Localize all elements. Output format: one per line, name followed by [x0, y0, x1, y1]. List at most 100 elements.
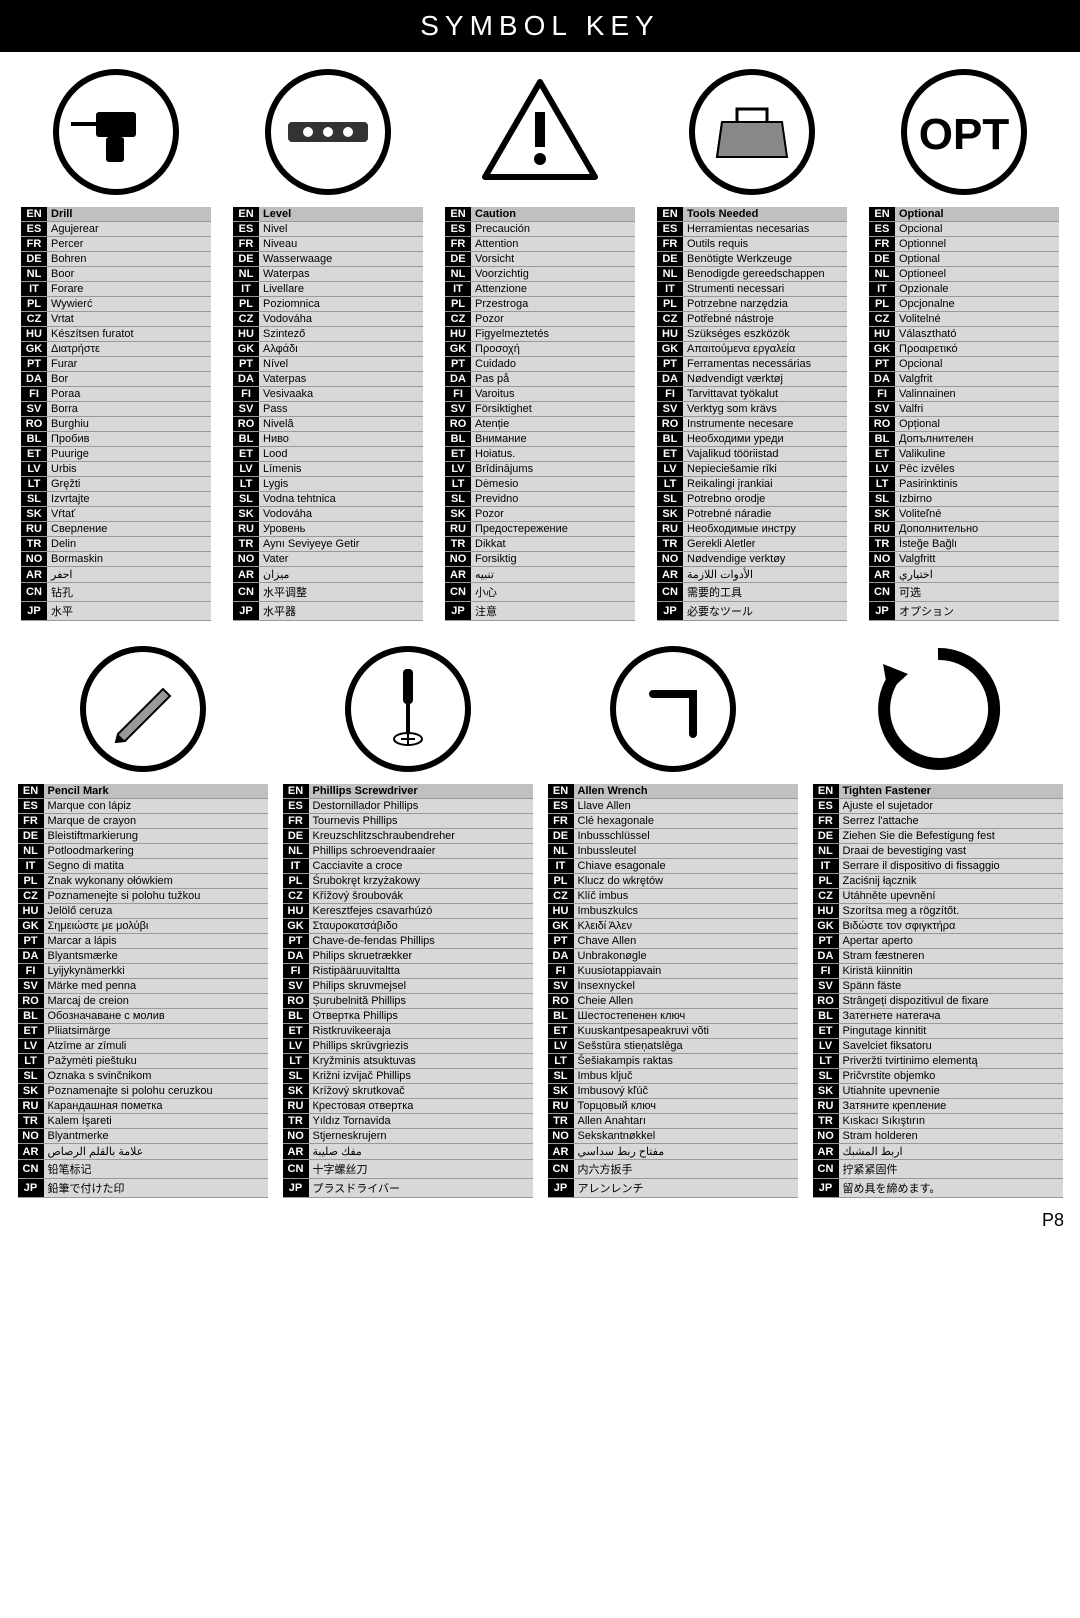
translation-label: Lyijykynämerkki	[44, 964, 268, 979]
translation-label: Philips skruetrækker	[309, 949, 533, 964]
lang-code: TR	[18, 1114, 44, 1129]
lang-code: IT	[869, 282, 895, 297]
translation-label: プラスドライバー	[309, 1179, 533, 1198]
translation-label: Προαιρετικό	[895, 342, 1059, 357]
lang-code: SV	[18, 979, 44, 994]
translation-label: Pingutage kinnitit	[839, 1024, 1063, 1039]
lang-code: EN	[445, 207, 471, 222]
translation-label: Vajalikud tööriistad	[683, 447, 847, 462]
translation-label: Krížový skrutkovač	[309, 1084, 533, 1099]
lang-code: TR	[548, 1114, 574, 1129]
translation-table: ENAllen WrenchESLlave AllenFRClé hexagon…	[548, 784, 798, 1198]
translation-label: Phillips skrūvgriezis	[309, 1039, 533, 1054]
translation-label: Отвертка Phillips	[309, 1009, 533, 1024]
lang-code: GK	[445, 342, 471, 357]
translation-label: Valinnainen	[895, 387, 1059, 402]
translation-label: Försiktighet	[471, 402, 635, 417]
translation-label: Vesivaaka	[259, 387, 423, 402]
lang-code: JP	[18, 1179, 44, 1198]
lang-code: LV	[657, 462, 683, 477]
lang-code: DE	[18, 829, 44, 844]
lang-code: SL	[18, 1069, 44, 1084]
translation-table: ENPencil MarkESMarque con lápizFRMarque …	[18, 784, 268, 1198]
lang-code: JP	[657, 602, 683, 621]
translation-label: Ниво	[259, 432, 423, 447]
lang-code: LV	[21, 462, 47, 477]
lang-code: SL	[283, 1069, 309, 1084]
translation-label: احفر	[47, 567, 211, 583]
lang-code: DE	[283, 829, 309, 844]
lang-code: LT	[869, 477, 895, 492]
lang-code: ET	[21, 447, 47, 462]
lang-code: FR	[18, 814, 44, 829]
translation-label: Nivelă	[259, 417, 423, 432]
lang-code: NL	[813, 844, 839, 859]
lang-code: CN	[445, 583, 471, 602]
lang-code: RU	[18, 1099, 44, 1114]
lang-code: LT	[18, 1054, 44, 1069]
lang-code: DA	[21, 372, 47, 387]
translation-label: Pass	[259, 402, 423, 417]
lang-code: FR	[548, 814, 574, 829]
lang-code: HU	[21, 327, 47, 342]
opt-icon: OPT	[899, 67, 1029, 197]
translation-label: Sekskantnøkkel	[574, 1129, 798, 1144]
symbol-column: ENDrillESAgujerearFRPercerDEBohrenNLBoor…	[21, 67, 211, 621]
lang-code: IT	[657, 282, 683, 297]
lang-code: CN	[548, 1160, 574, 1179]
translation-label: Tighten Fastener	[839, 784, 1063, 799]
translation-label: 水平	[47, 602, 211, 621]
lang-code: EN	[657, 207, 683, 222]
translation-label: Unbrakonøgle	[574, 949, 798, 964]
translation-label: Kreuzschlitzschraubendreher	[309, 829, 533, 844]
pencil-icon	[78, 644, 208, 774]
translation-label: 可选	[895, 583, 1059, 602]
translation-label: Pričvrstite objemko	[839, 1069, 1063, 1084]
lang-code: SK	[233, 507, 259, 522]
translation-label: Dikkat	[471, 537, 635, 552]
lang-code: TR	[283, 1114, 309, 1129]
translation-label: Προσοχή	[471, 342, 635, 357]
translation-label: Borra	[47, 402, 211, 417]
symbol-column: ENAllen WrenchESLlave AllenFRClé hexagon…	[548, 644, 798, 1198]
translation-label: Križni izvijač Phillips	[309, 1069, 533, 1084]
lang-code: EN	[869, 207, 895, 222]
lang-code: CZ	[548, 889, 574, 904]
lang-code: EN	[283, 784, 309, 799]
translation-label: Chave Allen	[574, 934, 798, 949]
translation-label: Blyantsmærke	[44, 949, 268, 964]
lang-code: SL	[548, 1069, 574, 1084]
translation-label: Σταυροκατσάβιδο	[309, 919, 533, 934]
translation-label: Opcjonalne	[895, 297, 1059, 312]
translation-label: Vrtat	[47, 312, 211, 327]
lang-code: IT	[445, 282, 471, 297]
lang-code: DA	[813, 949, 839, 964]
lang-code: AR	[233, 567, 259, 583]
translation-label: Обозначаване с молив	[44, 1009, 268, 1024]
translation-label: Puurige	[47, 447, 211, 462]
translation-label: Keresztfejes csavarhúzó	[309, 904, 533, 919]
lang-code: HU	[869, 327, 895, 342]
translation-label: Draai de bevestiging vast	[839, 844, 1063, 859]
lang-code: IT	[233, 282, 259, 297]
translation-label: Szükséges eszközök	[683, 327, 847, 342]
translation-label: Választható	[895, 327, 1059, 342]
lang-code: FR	[657, 237, 683, 252]
translation-label: Kuuskantpesapeakruvi võti	[574, 1024, 798, 1039]
translation-label: Niveau	[259, 237, 423, 252]
lang-code: IT	[813, 859, 839, 874]
allen-icon	[608, 644, 738, 774]
lang-code: SK	[21, 507, 47, 522]
translation-label: Пробив	[47, 432, 211, 447]
lang-code: BL	[657, 432, 683, 447]
lang-code: NO	[657, 552, 683, 567]
translation-label: Gerekli Aletler	[683, 537, 847, 552]
lang-code: FI	[233, 387, 259, 402]
lang-code: EN	[233, 207, 259, 222]
lang-code: SK	[18, 1084, 44, 1099]
lang-code: CZ	[283, 889, 309, 904]
translation-label: Σημειώστε με μολύβι	[44, 919, 268, 934]
translation-label: Llave Allen	[574, 799, 798, 814]
lang-code: PT	[233, 357, 259, 372]
translation-label: Торцовый ключ	[574, 1099, 798, 1114]
